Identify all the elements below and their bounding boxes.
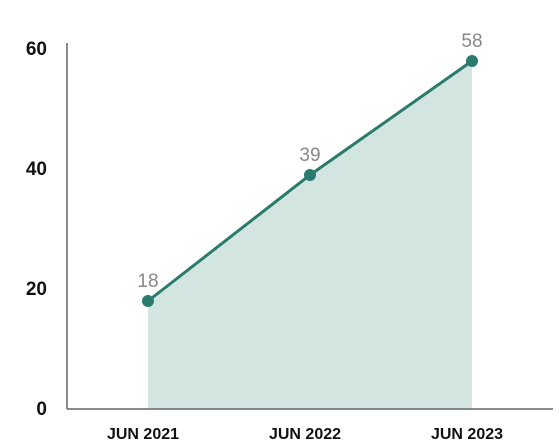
x-tick-label: JUN 2022 [269,426,341,443]
y-tick-label: 0 [36,399,47,420]
x-tick-label: JUN 2023 [431,426,503,443]
area [148,61,472,409]
value-label: 18 [137,271,158,292]
value-label: 39 [299,145,320,166]
y-tick-label: 20 [26,279,47,300]
y-tick-label: 40 [26,159,47,180]
point [142,295,154,307]
x-tick-label: JUN 2021 [107,426,179,443]
point [304,169,316,181]
point [466,55,478,67]
y-tick-label: 60 [26,39,47,60]
value-label: 58 [461,31,482,52]
series [148,61,472,409]
